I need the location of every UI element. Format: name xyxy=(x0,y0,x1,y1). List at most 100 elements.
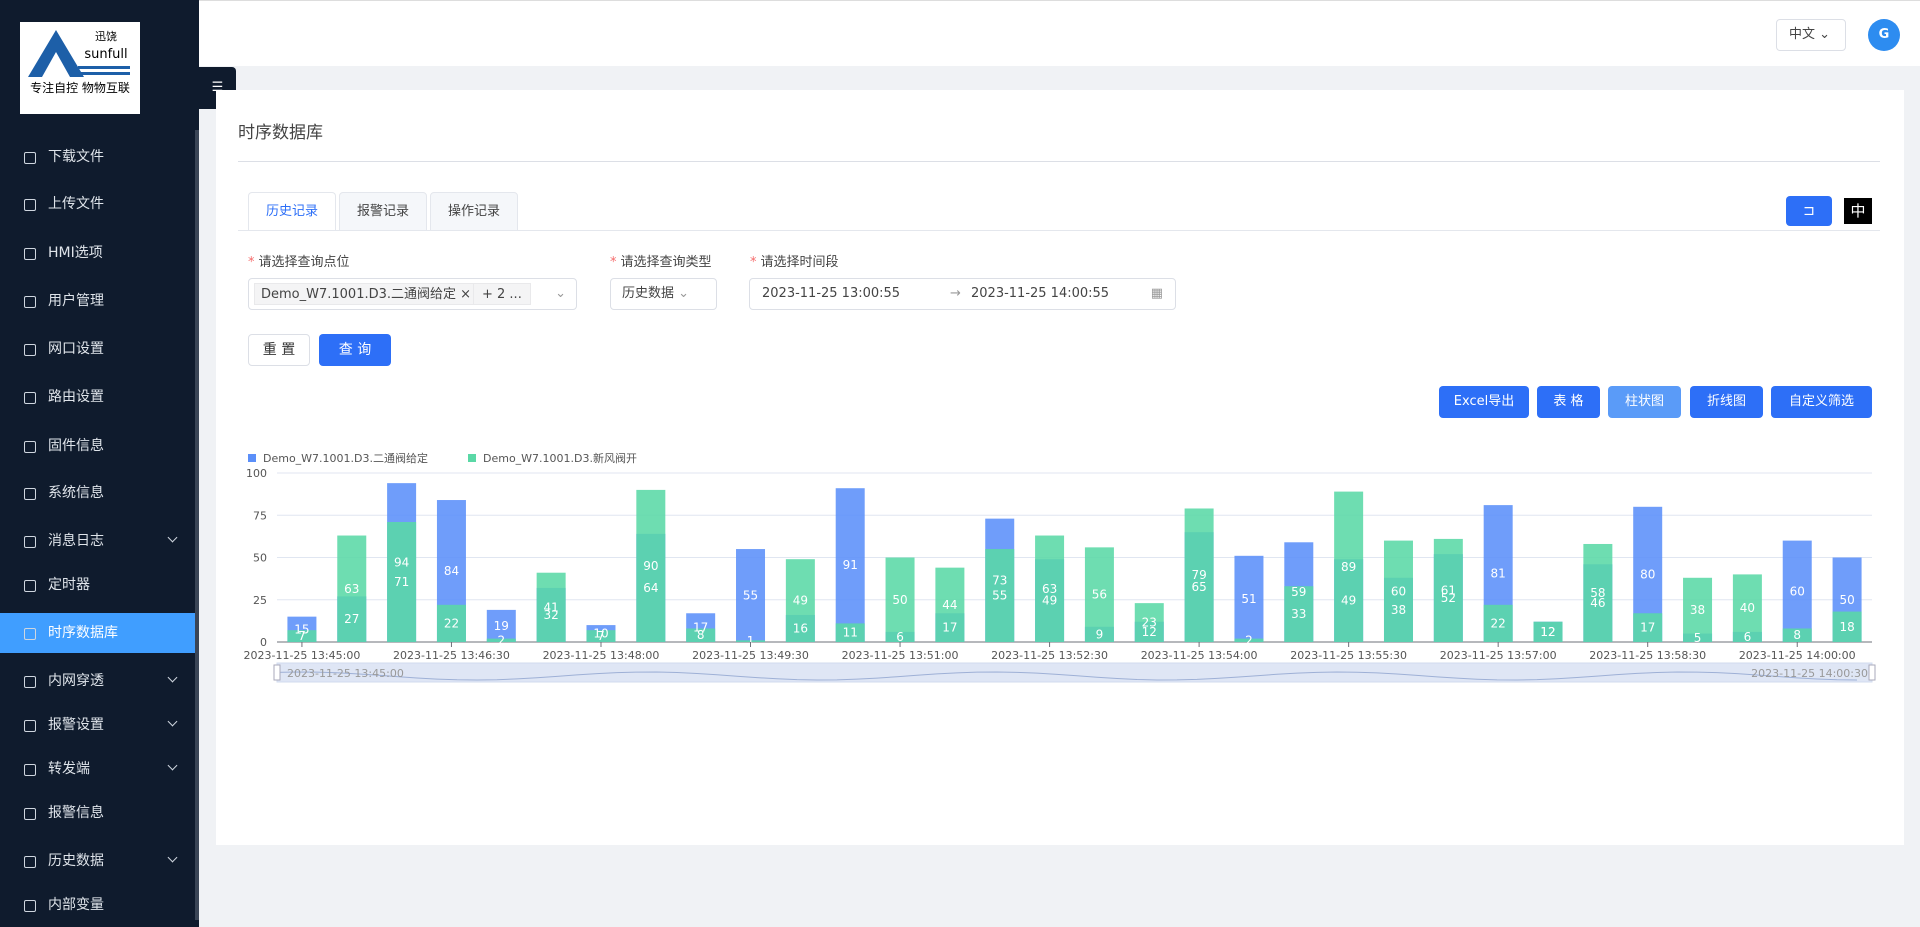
tag-more: + 2 ... xyxy=(473,283,531,305)
menu-item[interactable]: 系统信息 xyxy=(0,473,196,513)
zoom-handle xyxy=(274,665,280,680)
logo-mark: 迅饶 sunfull 专注自控 物物互联 xyxy=(20,22,140,114)
x-tick-label: 2023-11-25 13:48:00 xyxy=(543,649,660,662)
reset-button[interactable]: 重 置 xyxy=(248,334,310,366)
data-label: 84 xyxy=(444,564,459,578)
legend-label: Demo_W7.1001.D3.二通阀给定 xyxy=(263,451,428,465)
x-tick-label: 2023-11-25 13:46:30 xyxy=(393,649,510,662)
tool-button[interactable]: 柱状图 xyxy=(1608,386,1681,418)
end-time: 2023-11-25 14:00:55 xyxy=(971,279,1109,309)
menu-item[interactable]: 历史数据 xyxy=(0,841,196,881)
point-select[interactable]: Demo_W7.1001.D3.二通阀给定 × + 2 ... ⌄ xyxy=(248,278,577,310)
data-label: 49 xyxy=(793,594,808,608)
logo-name: sunfull xyxy=(84,47,127,62)
tool-button[interactable]: 自定义筛选 xyxy=(1771,386,1872,418)
data-label: 17 xyxy=(1640,621,1655,635)
expand-arrow xyxy=(168,673,178,683)
data-label: 2 xyxy=(497,633,505,647)
language: 中文 xyxy=(1789,27,1815,42)
zoom-end: 2023-11-25 14:00:30 xyxy=(1751,667,1868,680)
tab[interactable]: 操作记录 xyxy=(430,192,518,231)
data-label: 59 xyxy=(1291,585,1306,599)
menu-label: 固件信息 xyxy=(48,438,104,454)
y-tick-label: 50 xyxy=(253,552,267,565)
logo-brand: 迅饶 xyxy=(95,30,117,43)
menu-icon xyxy=(24,720,36,732)
data-label: 58 xyxy=(1590,586,1605,600)
menu-label: 定时器 xyxy=(48,577,90,593)
legend-label: Demo_W7.1001.D3.新风阀开 xyxy=(483,451,637,465)
data-label: 91 xyxy=(843,558,858,572)
menu-item[interactable]: 内部变量 xyxy=(0,885,196,925)
menu-label: 上传文件 xyxy=(48,196,104,212)
data-label: 7 xyxy=(597,629,605,643)
menu-icon xyxy=(24,808,36,820)
menu-label: 报警设置 xyxy=(48,717,104,733)
tool-button[interactable]: Excel导出 xyxy=(1439,386,1529,418)
arrow: ⌄ xyxy=(555,279,566,309)
expand-arrow xyxy=(168,761,178,771)
menu-label: 转发端 xyxy=(48,761,90,777)
menu-icon xyxy=(24,248,36,260)
menu-item[interactable]: 路由设置 xyxy=(0,377,196,417)
divider xyxy=(238,161,1880,162)
language-select[interactable]: 中文 ⌄ xyxy=(1776,19,1846,51)
data-label: 79 xyxy=(1191,568,1206,582)
x-tick-label: 2023-11-25 13:54:00 xyxy=(1141,649,1258,662)
tab[interactable]: 报警记录 xyxy=(339,192,427,231)
data-label: 8 xyxy=(697,628,705,642)
menu-item[interactable]: 内网穿透 xyxy=(0,661,196,701)
data-label: 73 xyxy=(992,573,1007,587)
menu-label: 历史数据 xyxy=(48,853,104,869)
data-label: 38 xyxy=(1690,603,1705,617)
data-label: 49 xyxy=(1341,594,1356,608)
x-tick-label: 2023-11-25 13:45:00 xyxy=(244,649,361,662)
start-time: 2023-11-25 13:00:55 xyxy=(762,279,900,309)
data-label: 51 xyxy=(1241,592,1256,606)
menu-label: HMI选项 xyxy=(48,245,103,261)
x-tick-label: 2023-11-25 13:51:00 xyxy=(842,649,959,662)
menu-item[interactable]: 下载文件 xyxy=(0,137,196,177)
menu-icon xyxy=(24,344,36,356)
type-value: 历史数据 xyxy=(622,286,674,301)
menu-item[interactable]: 固件信息 xyxy=(0,426,196,466)
card: 时序数据库 历史记录报警记录操作记录 ⊐ 中 *请选择查询点位 *请选择查询类型… xyxy=(216,90,1904,845)
lang-badge[interactable]: 中 xyxy=(1844,198,1872,224)
label-text: 请选择查询类型 xyxy=(621,255,712,270)
menu-item[interactable]: 转发端 xyxy=(0,749,196,789)
page-title: 时序数据库 xyxy=(238,118,323,143)
tool-button[interactable]: 表 格 xyxy=(1537,386,1600,418)
x-tick-label: 2023-11-25 13:52:30 xyxy=(991,649,1108,662)
menu-item[interactable]: 定时器 xyxy=(0,565,196,605)
expand-arrow xyxy=(168,853,178,863)
data-label: 6 xyxy=(896,630,904,644)
x-tick-label: 2023-11-25 13:49:30 xyxy=(692,649,809,662)
chart: Demo_W7.1001.D3.二通阀给定 Demo_W7.1001.D3.新风阀… xyxy=(216,430,1904,830)
type-select[interactable]: 历史数据 ⌄ xyxy=(610,278,717,310)
menu-label: 内部变量 xyxy=(48,897,104,913)
zoom-handle xyxy=(1869,665,1875,680)
menu-label: 路由设置 xyxy=(48,389,104,405)
data-label: 19 xyxy=(494,619,509,633)
menu-label: 系统信息 xyxy=(48,485,104,501)
avatar[interactable]: G xyxy=(1868,19,1900,51)
menu-icon xyxy=(24,152,36,164)
date-range[interactable]: 2023-11-25 13:00:55 → 2023-11-25 14:00:5… xyxy=(749,278,1176,310)
menu-item[interactable]: 网口设置 xyxy=(0,329,196,369)
menu-item[interactable]: HMI选项 xyxy=(0,233,196,273)
menu-item[interactable]: 时序数据库 xyxy=(0,613,196,653)
menu-item[interactable]: 报警信息 xyxy=(0,793,196,833)
menu-item[interactable]: 上传文件 xyxy=(0,184,196,224)
menu-item[interactable]: 报警设置 xyxy=(0,705,196,745)
data-label: 38 xyxy=(1391,603,1406,617)
tool-button[interactable]: 折线图 xyxy=(1690,386,1763,418)
data-label: 9 xyxy=(1096,627,1104,641)
tab[interactable]: 历史记录 xyxy=(248,192,336,231)
exit-button[interactable]: ⊐ xyxy=(1786,196,1832,226)
menu-item[interactable]: 用户管理 xyxy=(0,281,196,321)
menu-item[interactable]: 消息日志 xyxy=(0,521,196,561)
menu-icon xyxy=(24,900,36,912)
y-tick-label: 100 xyxy=(246,467,267,480)
query-button[interactable]: 查 询 xyxy=(319,334,391,366)
